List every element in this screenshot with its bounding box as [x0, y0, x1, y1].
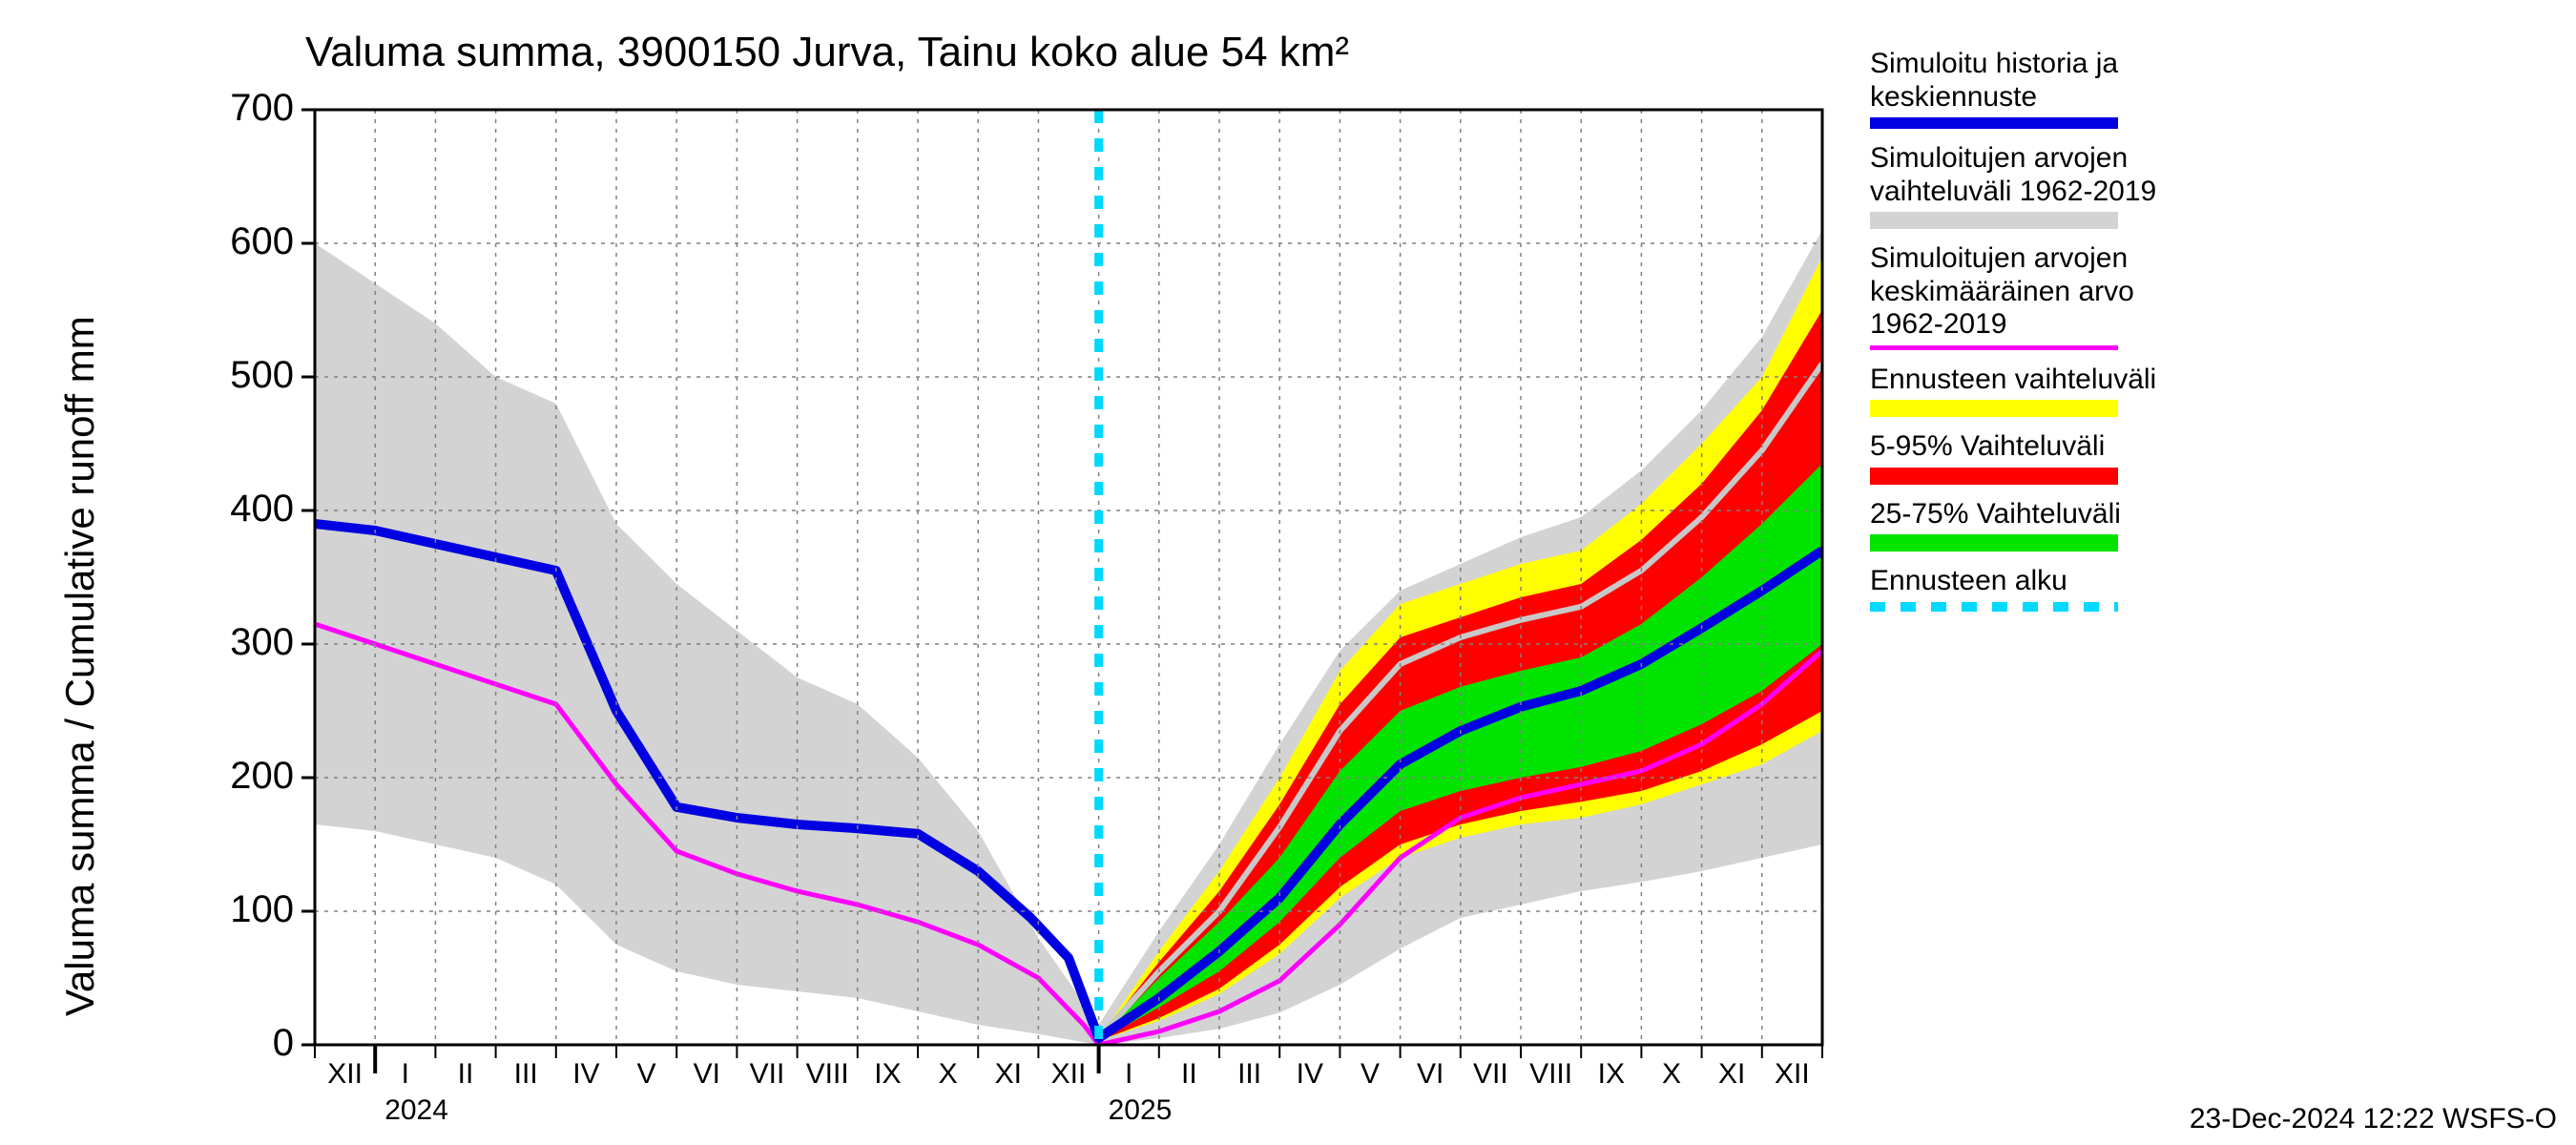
legend-swatch	[1870, 468, 2118, 485]
legend-item: Simuloitujen arvojenkeskimääräinen arvo …	[1870, 242, 2280, 350]
y-tick-label: 200	[230, 755, 294, 798]
legend-swatch	[1870, 602, 2118, 612]
legend-item: 25-75% Vaihteluväli	[1870, 498, 2280, 552]
x-tick-label: VI	[1402, 1058, 1459, 1091]
y-tick-label: 500	[230, 354, 294, 397]
x-tick-label: VIII	[799, 1058, 856, 1091]
x-tick-label: IV	[557, 1058, 614, 1091]
legend-swatch	[1870, 212, 2118, 229]
y-tick-label: 400	[230, 488, 294, 531]
x-tick-label: III	[497, 1058, 554, 1091]
legend-label: Ennusteen alku	[1870, 565, 2280, 598]
legend-swatch	[1870, 400, 2118, 417]
y-tick-label: 100	[230, 888, 294, 931]
legend-label: Simuloitu historia ja	[1870, 48, 2280, 81]
x-tick-label: I	[377, 1058, 434, 1091]
legend-label: keskiennuste	[1870, 81, 2280, 114]
legend-label: Simuloitujen arvojen	[1870, 242, 2280, 276]
x-tick-label: XI	[1703, 1058, 1760, 1091]
x-tick-label: XII	[1040, 1058, 1097, 1091]
legend: Simuloitu historia jakeskiennusteSimuloi…	[1870, 48, 2280, 625]
legend-item: Simuloitu historia jakeskiennuste	[1870, 48, 2280, 129]
x-tick-label: XII	[317, 1058, 374, 1091]
year-label: 2024	[384, 1094, 448, 1127]
x-tick-label: VIII	[1523, 1058, 1580, 1091]
footer-text: 23-Dec-2024 12:22 WSFS-O	[2190, 1103, 2557, 1135]
legend-label: 5-95% Vaihteluväli	[1870, 430, 2280, 464]
x-tick-label: X	[920, 1058, 977, 1091]
legend-item: Ennusteen alku	[1870, 565, 2280, 612]
x-tick-label: VII	[738, 1058, 796, 1091]
x-tick-label: V	[1341, 1058, 1399, 1091]
legend-label: Simuloitujen arvojen	[1870, 142, 2280, 176]
y-tick-label: 700	[230, 87, 294, 130]
x-tick-label: XII	[1763, 1058, 1820, 1091]
chart-container: Valuma summa, 3900150 Jurva, Tainu koko …	[0, 0, 2576, 1145]
legend-swatch	[1870, 117, 2118, 129]
y-tick-label: 600	[230, 220, 294, 263]
y-tick-label: 0	[273, 1022, 294, 1065]
legend-swatch	[1870, 534, 2118, 552]
x-tick-label: II	[1160, 1058, 1217, 1091]
x-tick-label: III	[1221, 1058, 1278, 1091]
x-tick-label: I	[1100, 1058, 1157, 1091]
legend-label: Ennusteen vaihteluväli	[1870, 364, 2280, 397]
x-tick-label: II	[437, 1058, 494, 1091]
x-tick-label: X	[1643, 1058, 1700, 1091]
year-label: 2025	[1109, 1094, 1173, 1127]
x-tick-label: IV	[1281, 1058, 1339, 1091]
legend-label: 25-75% Vaihteluväli	[1870, 498, 2280, 531]
legend-label: vaihteluväli 1962-2019	[1870, 176, 2280, 209]
legend-item: 5-95% Vaihteluväli	[1870, 430, 2280, 485]
x-tick-label: XI	[980, 1058, 1037, 1091]
x-tick-label: VI	[678, 1058, 736, 1091]
legend-swatch	[1870, 345, 2118, 350]
x-tick-label: V	[618, 1058, 675, 1091]
y-tick-label: 300	[230, 621, 294, 664]
legend-label: 1962-2019	[1870, 308, 2280, 342]
legend-label: keskimääräinen arvo	[1870, 276, 2280, 309]
legend-item: Ennusteen vaihteluväli	[1870, 364, 2280, 418]
x-tick-label: VII	[1462, 1058, 1519, 1091]
x-tick-label: IX	[859, 1058, 916, 1091]
legend-item: Simuloitujen arvojenvaihteluväli 1962-20…	[1870, 142, 2280, 229]
x-tick-label: IX	[1583, 1058, 1640, 1091]
